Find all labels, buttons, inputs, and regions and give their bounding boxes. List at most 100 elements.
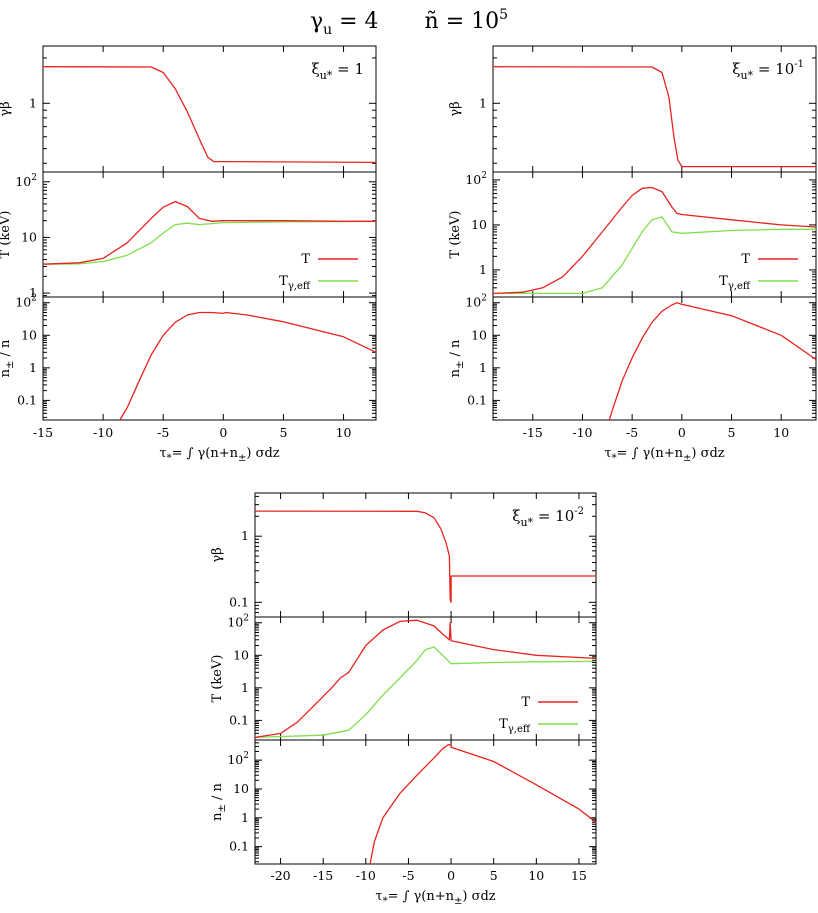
- tgamma-eff-curve: [255, 646, 596, 739]
- x-tick-label: -5: [157, 425, 169, 440]
- gamma-beta-curve: [493, 66, 816, 168]
- x-tick-label: 10: [528, 868, 544, 883]
- subplot-frame: [254, 616, 597, 741]
- temperature-curve: [493, 186, 816, 295]
- subplot-frame: [42, 171, 377, 298]
- y-axis-label: T (keV): [448, 211, 463, 259]
- chart-top-left: 1 γβ ξu* = 1 1 10 102 T (keV) T Tγ,eff 0.1 1 10 102 n…: [0, 45, 377, 464]
- x-axis-label: τ*= ∫ γ(n+n±) σdz: [375, 889, 495, 907]
- legend: T Tγ,eff: [719, 252, 798, 292]
- x-tick-label: 5: [279, 425, 287, 440]
- xi-annotation: ξu* = 1: [311, 60, 364, 82]
- y-tick-label: 1: [29, 285, 37, 300]
- x-tick-label: 0: [678, 425, 686, 440]
- y-tick-label: 1: [241, 528, 249, 543]
- y-tick-label: 1: [241, 810, 249, 825]
- y-axis-label: T (keV): [0, 211, 13, 259]
- subplot-frame: [492, 171, 817, 298]
- x-tick-label: -10: [356, 868, 376, 883]
- x-tick-label: 15: [571, 868, 587, 883]
- legend: T Tγ,eff: [279, 252, 358, 292]
- y-tick-label: 10: [21, 229, 37, 244]
- y-tick-label: 102: [227, 751, 249, 767]
- subplot-frame: [254, 739, 597, 865]
- gamma-beta-curve: [255, 510, 596, 603]
- y-axis-label: n± / n: [210, 782, 228, 820]
- y-tick-label: 1: [29, 95, 37, 110]
- x-tick-label: -5: [402, 868, 414, 883]
- y-tick-label: 0.1: [229, 594, 249, 609]
- subplot-temperature: 1 10 102 T (keV) T Tγ,eff: [448, 171, 817, 298]
- y-tick-label: 0.1: [229, 712, 249, 727]
- y-axis-label: γβ: [0, 101, 13, 116]
- y-tick-label: 102: [15, 294, 37, 310]
- x-tick-label: 0: [219, 425, 227, 440]
- y-tick-label: 1: [29, 360, 37, 375]
- x-tick-label: 0: [447, 868, 455, 883]
- legend-label-T: T: [741, 252, 750, 267]
- y-tick-label: 102: [465, 294, 487, 310]
- subplot-frame: [42, 296, 377, 421]
- xi-annotation: ξu* = 10-2: [512, 506, 584, 529]
- y-tick-label: 10: [471, 217, 487, 232]
- y-tick-label: 1: [241, 680, 249, 695]
- subplot-pair-density: 0.1 1 10 102 n± / n: [448, 294, 817, 421]
- subplot-temperature: 1 10 102 T (keV) T Tγ,eff: [0, 171, 377, 300]
- pair-density-curve: [369, 743, 596, 864]
- y-axis-label: T (keV): [210, 655, 225, 703]
- y-tick-label: 1: [479, 360, 487, 375]
- subplot-gamma-beta: 0.1 1 γβ ξu* = 10-2: [210, 492, 597, 618]
- x-tick-label: 10: [773, 425, 789, 440]
- x-tick-label: -20: [271, 868, 291, 883]
- subplot-frame: [492, 296, 817, 421]
- subplot-temperature: 0.1 1 10 102 T (keV) T Tγ,eff: [210, 614, 597, 741]
- y-axis-label: n± / n: [448, 339, 466, 377]
- tgamma-eff-curve: [493, 216, 816, 295]
- x-tick-label: -10: [572, 425, 592, 440]
- subplot-gamma-beta: 1 γβ ξu* = 1: [0, 45, 377, 173]
- xi-annotation: ξu* = 10-1: [732, 59, 804, 82]
- y-axis-label: n± / n: [0, 339, 16, 377]
- x-tick-label: -10: [93, 425, 113, 440]
- subplot-pair-density: 0.1 1 10 102 n± / n: [0, 294, 377, 421]
- y-tick-label: 1: [479, 262, 487, 277]
- pair-density-curve: [119, 311, 376, 420]
- x-axis-label: τ*= ∫ γ(n+n±) σdz: [159, 446, 279, 464]
- y-tick-label: 102: [465, 171, 487, 187]
- x-tick-label: 10: [336, 425, 352, 440]
- pair-density-curve: [608, 302, 816, 420]
- x-tick-label: -5: [626, 425, 638, 440]
- y-tick-label: 10: [233, 647, 249, 662]
- x-axis-label: τ*= ∫ γ(n+n±) σdz: [604, 446, 724, 464]
- y-axis-label: γβ: [448, 101, 463, 116]
- y-tick-label: 0.1: [17, 392, 37, 407]
- subplot-frame: [42, 45, 377, 173]
- y-tick-label: 102: [15, 173, 37, 189]
- legend-label-Tgamma: Tγ,eff: [499, 717, 531, 735]
- y-tick-label: 10: [21, 327, 37, 342]
- legend-label-T: T: [301, 252, 310, 267]
- y-tick-label: 10: [233, 781, 249, 796]
- y-tick-label: 10: [471, 327, 487, 342]
- legend-label-Tgamma: Tγ,eff: [719, 274, 751, 292]
- y-axis-label: γβ: [210, 547, 225, 562]
- x-tick-label: -15: [523, 425, 543, 440]
- tgamma-eff-curve: [43, 220, 376, 265]
- subplot-gamma-beta: 1 γβ ξu* = 10-1: [448, 45, 817, 173]
- gamma-beta-curve: [43, 66, 376, 164]
- x-tick-label: -15: [313, 868, 333, 883]
- legend-label-T: T: [521, 695, 530, 710]
- y-tick-label: 0.1: [467, 392, 487, 407]
- y-tick-label: 102: [227, 614, 249, 630]
- x-tick-label: 5: [728, 425, 736, 440]
- legend: T Tγ,eff: [499, 695, 578, 735]
- x-tick-label: 5: [490, 868, 498, 883]
- legend-label-Tgamma: Tγ,eff: [279, 274, 311, 292]
- y-tick-label: 0.1: [229, 839, 249, 854]
- temperature-curve: [43, 200, 376, 265]
- subplot-pair-density: 0.1 1 10 102 n± / n: [210, 739, 597, 865]
